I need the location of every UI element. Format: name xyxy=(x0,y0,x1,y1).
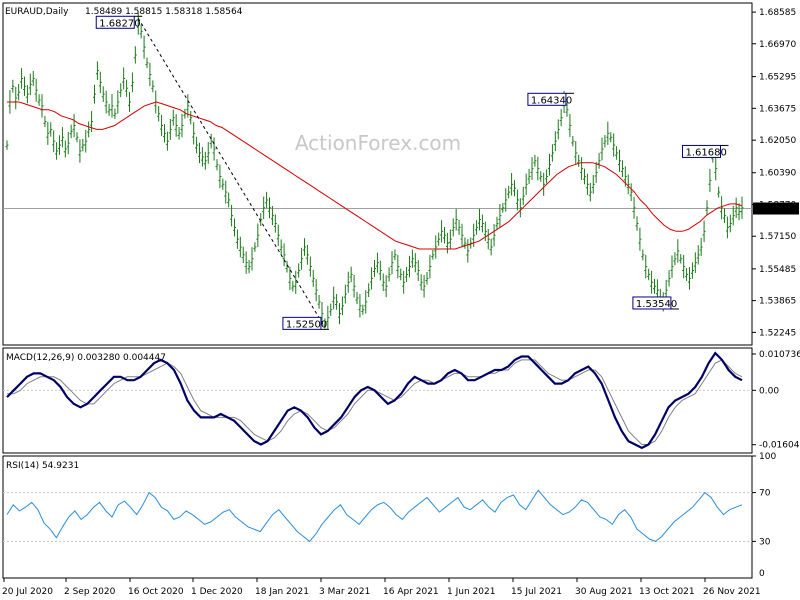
macd-tick-label: -0.016046 xyxy=(759,441,800,451)
macd-panel: 0.010736 0.00 -0.016046 MACD(12,26,9) 0.003… xyxy=(2,347,800,454)
symbol-label: EURAUD,Daily xyxy=(5,7,69,17)
current-price-label: 1.58564 xyxy=(757,205,794,215)
macd-panel-frame xyxy=(2,347,753,454)
sma-line xyxy=(7,101,743,250)
price-tick-label: 1.62050 xyxy=(759,136,796,146)
ohlc-label: 1.58489 1.58815 1.58318 1.58564 xyxy=(85,7,243,17)
annotation-box xyxy=(632,296,672,310)
x-tick-label: 13 Oct 2021 xyxy=(639,587,695,597)
x-axis: 20 Jul 2020 2 Sep 2020 16 Oct 2020 1 Dec 20… xyxy=(2,578,761,597)
price-tick-label: 1.63675 xyxy=(759,104,796,114)
annotation-label: 1.64340 xyxy=(531,95,572,106)
annotation-label: 1.53540 xyxy=(636,299,677,310)
x-tick-label: 15 Jul 2021 xyxy=(511,587,562,597)
x-tick-label: 18 Jan 2021 xyxy=(255,587,309,597)
x-tick-label: 2 Sep 2020 xyxy=(64,587,116,597)
price-panel: 1.68585 1.66970 1.65295 1.63675 1.62050 1.603… xyxy=(2,2,799,346)
x-tick-label: 20 Jul 2020 xyxy=(2,587,53,597)
rsi-tick-label: 70 xyxy=(759,489,771,499)
price-tick-label: 1.60390 xyxy=(759,169,796,179)
x-tick-label: 1 Jun 2021 xyxy=(447,587,495,597)
annotation-box xyxy=(682,144,721,158)
rsi-line xyxy=(6,489,743,543)
price-tick-label: 1.55485 xyxy=(759,265,796,275)
annotation-box xyxy=(282,316,322,330)
x-tick-label: 3 Mar 2021 xyxy=(319,587,370,597)
current-price-box xyxy=(753,202,799,215)
annotation-box xyxy=(95,15,135,29)
rsi-title: RSI(14) 54.9231 xyxy=(6,461,79,471)
annotation-label: 1.68270 xyxy=(99,18,140,29)
price-tick-label: 1.53865 xyxy=(759,297,796,307)
rsi-panel: 100 70 30 0 RSI(14) 54.9231 xyxy=(2,452,776,579)
price-tick-label: 1.52245 xyxy=(759,328,796,338)
x-tick-label: 30 Aug 2021 xyxy=(575,587,633,597)
annotation-label: 1.61680 xyxy=(686,147,727,158)
macd-title: MACD(12,26,9) 0.003280 0.004447 xyxy=(6,353,166,363)
annotation-box xyxy=(527,92,567,106)
rsi-tick-label: 100 xyxy=(759,452,776,462)
x-tick-label: 26 Nov 2021 xyxy=(703,587,761,597)
price-tick-label: 1.57150 xyxy=(759,232,796,242)
macd-tick-label: 0.010736 xyxy=(759,350,800,360)
watermark: ActionForex.com xyxy=(295,131,461,155)
price-panel-frame xyxy=(2,2,753,346)
price-tick-label: 1.68585 xyxy=(759,8,796,18)
price-tick-label: 1.65295 xyxy=(759,73,796,83)
rsi-panel-frame xyxy=(2,455,753,579)
macd-tick-label: 0.00 xyxy=(759,386,779,396)
rsi-tick-label: 30 xyxy=(759,537,771,547)
annotation-label: 1.52500 xyxy=(286,319,327,330)
trend-line xyxy=(137,18,326,328)
x-tick-label: 16 Apr 2021 xyxy=(383,587,439,597)
x-tick-label: 16 Oct 2020 xyxy=(128,587,184,597)
price-tick-label: 1.66970 xyxy=(759,40,796,50)
x-tick-label: 1 Dec 2020 xyxy=(191,587,243,597)
rsi-tick-label: 0 xyxy=(759,569,765,579)
macd-line xyxy=(6,351,743,450)
